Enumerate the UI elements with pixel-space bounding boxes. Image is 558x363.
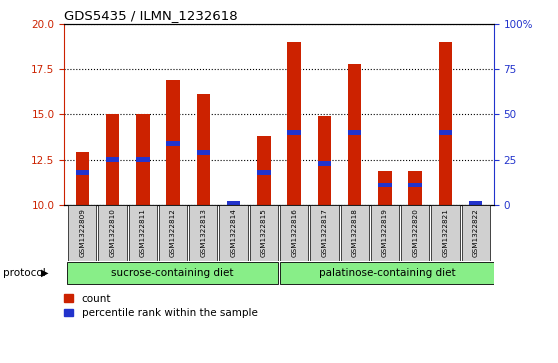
- Bar: [166, 80, 180, 205]
- Bar: [136, 158, 150, 162]
- Bar: [257, 136, 271, 205]
- FancyBboxPatch shape: [159, 205, 187, 261]
- Text: GSM1322815: GSM1322815: [261, 208, 267, 257]
- Bar: [439, 130, 452, 135]
- Text: GSM1322817: GSM1322817: [321, 208, 328, 257]
- Bar: [318, 161, 331, 166]
- Text: GSM1322810: GSM1322810: [109, 208, 116, 257]
- Text: GSM1322820: GSM1322820: [412, 208, 418, 257]
- FancyBboxPatch shape: [431, 205, 460, 261]
- Bar: [469, 201, 483, 205]
- Bar: [348, 130, 362, 135]
- Text: GDS5435 / ILMN_1232618: GDS5435 / ILMN_1232618: [64, 9, 238, 23]
- Text: protocol: protocol: [3, 268, 46, 278]
- FancyBboxPatch shape: [129, 205, 157, 261]
- Text: GSM1322809: GSM1322809: [79, 208, 85, 257]
- Text: GSM1322814: GSM1322814: [230, 208, 237, 257]
- FancyBboxPatch shape: [67, 262, 278, 284]
- Bar: [378, 183, 392, 187]
- Text: GSM1322821: GSM1322821: [442, 208, 449, 257]
- Bar: [287, 42, 301, 205]
- FancyBboxPatch shape: [371, 205, 399, 261]
- Legend: count, percentile rank within the sample: count, percentile rank within the sample: [64, 294, 257, 318]
- Text: GSM1322813: GSM1322813: [200, 208, 206, 257]
- Bar: [257, 170, 271, 175]
- Bar: [166, 141, 180, 146]
- Bar: [469, 204, 483, 205]
- Bar: [408, 171, 422, 205]
- Bar: [439, 42, 452, 205]
- FancyBboxPatch shape: [340, 205, 369, 261]
- FancyBboxPatch shape: [280, 262, 494, 284]
- Text: ▶: ▶: [41, 268, 48, 278]
- FancyBboxPatch shape: [461, 205, 490, 261]
- Text: GSM1322818: GSM1322818: [352, 208, 358, 257]
- FancyBboxPatch shape: [310, 205, 339, 261]
- Bar: [227, 201, 240, 205]
- Text: palatinose-containing diet: palatinose-containing diet: [319, 268, 455, 278]
- Text: sucrose-containing diet: sucrose-containing diet: [112, 268, 234, 278]
- Bar: [196, 94, 210, 205]
- Bar: [196, 150, 210, 155]
- Bar: [136, 114, 150, 205]
- FancyBboxPatch shape: [98, 205, 127, 261]
- FancyBboxPatch shape: [219, 205, 248, 261]
- Text: GSM1322822: GSM1322822: [473, 208, 479, 257]
- Bar: [75, 170, 89, 175]
- Bar: [378, 171, 392, 205]
- Text: GSM1322816: GSM1322816: [291, 208, 297, 257]
- FancyBboxPatch shape: [280, 205, 308, 261]
- Text: GSM1322811: GSM1322811: [140, 208, 146, 257]
- Bar: [287, 130, 301, 135]
- Text: GSM1322819: GSM1322819: [382, 208, 388, 257]
- FancyBboxPatch shape: [189, 205, 218, 261]
- FancyBboxPatch shape: [401, 205, 429, 261]
- FancyBboxPatch shape: [250, 205, 278, 261]
- Bar: [75, 152, 89, 205]
- Bar: [318, 116, 331, 205]
- Bar: [227, 204, 240, 205]
- Bar: [106, 114, 119, 205]
- Bar: [408, 183, 422, 187]
- Text: GSM1322812: GSM1322812: [170, 208, 176, 257]
- Bar: [106, 158, 119, 162]
- FancyBboxPatch shape: [68, 205, 97, 261]
- Bar: [348, 64, 362, 205]
